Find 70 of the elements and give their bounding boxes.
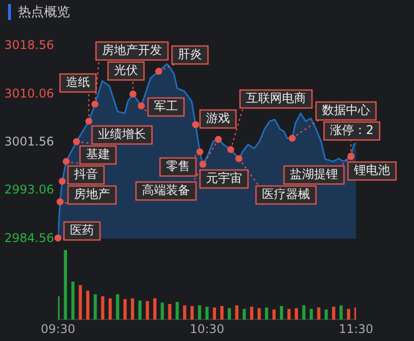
annotation: 医药 — [70, 223, 94, 238]
y-tick-label: 3001.56 — [4, 134, 54, 149]
bar — [78, 285, 82, 320]
annotation: 医疗器械 — [262, 187, 310, 202]
bar — [108, 298, 112, 320]
bar — [250, 306, 254, 320]
bar — [265, 307, 268, 320]
bar — [340, 305, 343, 320]
bar — [220, 306, 224, 320]
bar — [280, 306, 284, 320]
annotation: 房地产开发 — [102, 43, 162, 58]
bar — [116, 294, 120, 320]
bar — [242, 308, 246, 320]
bar — [228, 308, 231, 320]
annotation: 零售 — [166, 159, 190, 174]
annotation: 房地产 — [74, 187, 110, 202]
bar — [138, 300, 142, 320]
bar — [324, 310, 328, 320]
bar — [235, 305, 238, 320]
annotation: 业绩增长 — [98, 127, 146, 142]
bar — [205, 306, 209, 320]
bar — [183, 305, 186, 320]
chart-title: 热点概览 — [18, 4, 70, 21]
bar — [302, 305, 306, 320]
bar — [123, 299, 127, 320]
bar — [317, 307, 320, 320]
annotation: 军工 — [154, 99, 178, 114]
annotation: 游戏 — [206, 111, 230, 126]
bar — [258, 308, 261, 320]
bar — [354, 307, 356, 320]
annotation: 数据中心 — [322, 103, 370, 118]
bar — [212, 307, 216, 320]
annotation: 造纸 — [66, 75, 90, 90]
bar — [130, 298, 134, 320]
annotation: 元宇宙 — [206, 171, 242, 186]
bar — [332, 306, 336, 320]
annotation: 肝炎 — [178, 47, 202, 62]
bar — [272, 310, 276, 320]
y-tick-label: 3010.06 — [4, 86, 54, 100]
bar — [190, 306, 194, 320]
x-tick-label: 09:30 — [40, 322, 76, 336]
bar — [153, 298, 156, 320]
annotation: 光伏 — [114, 63, 138, 78]
annotation: 基建 — [86, 147, 110, 162]
annotation: 盐湖提锂 — [290, 167, 338, 182]
bar — [86, 290, 90, 320]
y-tick-label: 2984.56 — [4, 230, 54, 245]
bar — [160, 302, 164, 320]
bar — [176, 302, 179, 320]
annotation: 高端装备 — [142, 183, 190, 198]
bar — [101, 296, 104, 320]
bar — [287, 308, 291, 320]
y-tick-label: 3018.56 — [4, 38, 54, 52]
bar — [198, 305, 202, 320]
bar — [168, 304, 172, 320]
bar — [310, 308, 313, 320]
bar — [94, 294, 97, 320]
annotation: 互联网电商 — [246, 91, 306, 106]
annotation: 抖音 — [73, 167, 98, 182]
bar — [71, 282, 74, 320]
bar — [64, 250, 68, 320]
annotation: 锂电池 — [353, 163, 390, 178]
bar — [346, 308, 350, 320]
bar — [294, 308, 298, 320]
annotation: 涨停：2 — [330, 123, 374, 138]
x-tick-label: 10:30 — [190, 322, 224, 336]
bar — [58, 296, 60, 320]
y-tick-label: 2993.06 — [4, 182, 54, 197]
bar — [146, 301, 149, 320]
x-tick-label: 11:30 — [338, 322, 374, 336]
